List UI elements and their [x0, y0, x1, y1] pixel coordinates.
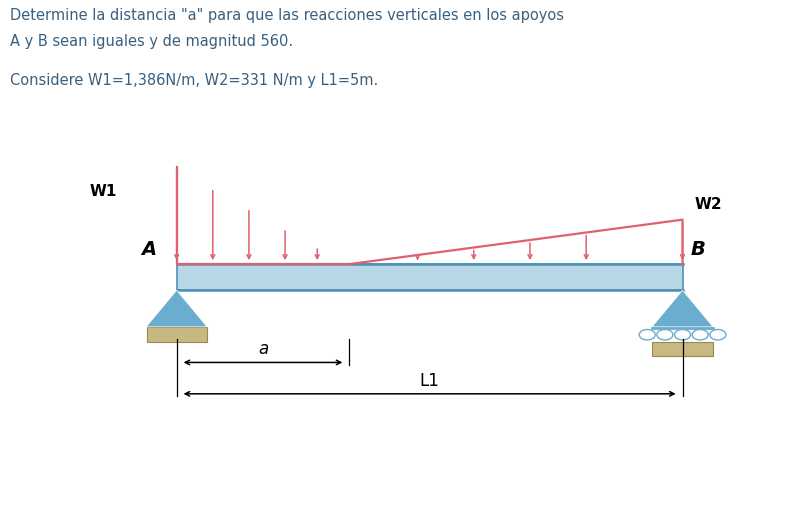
- Circle shape: [709, 329, 725, 340]
- Circle shape: [691, 329, 707, 340]
- Text: W1: W1: [89, 184, 116, 199]
- Text: A: A: [141, 240, 156, 259]
- Polygon shape: [146, 290, 207, 327]
- Text: A y B sean iguales y de magnitud 560.: A y B sean iguales y de magnitud 560.: [10, 34, 293, 49]
- Text: L1: L1: [419, 372, 439, 390]
- Circle shape: [674, 329, 690, 340]
- Text: a: a: [257, 340, 268, 358]
- Circle shape: [638, 329, 654, 340]
- Text: B: B: [690, 240, 705, 259]
- Text: W2: W2: [694, 197, 721, 212]
- Bar: [651, 342, 711, 356]
- Bar: [176, 264, 682, 290]
- Text: Determine la distancia "a" para que las reacciones verticales en los apoyos: Determine la distancia "a" para que las …: [10, 8, 563, 23]
- Circle shape: [656, 329, 672, 340]
- Text: Considere W1=1,386N/m, W2=331 N/m y L1=5m.: Considere W1=1,386N/m, W2=331 N/m y L1=5…: [10, 73, 378, 88]
- Polygon shape: [651, 290, 712, 327]
- Bar: [147, 327, 207, 342]
